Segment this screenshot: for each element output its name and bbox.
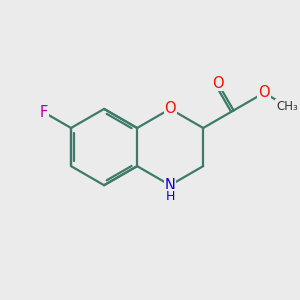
Text: O: O	[258, 85, 270, 100]
Text: O: O	[164, 101, 176, 116]
Text: H: H	[166, 190, 175, 203]
Text: F: F	[40, 105, 48, 120]
Text: N: N	[165, 178, 176, 193]
Text: O: O	[212, 76, 224, 91]
Text: CH₃: CH₃	[276, 100, 298, 112]
